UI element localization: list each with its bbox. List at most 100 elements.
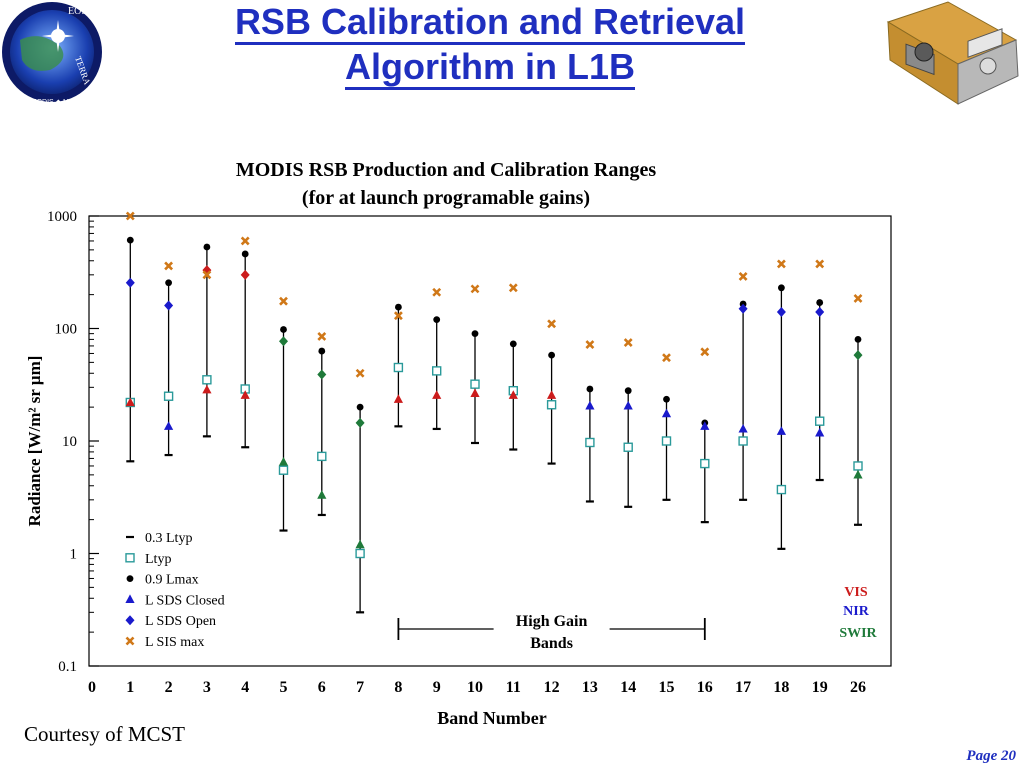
data-point <box>470 284 480 294</box>
data-point <box>240 269 250 280</box>
data-point <box>318 347 326 355</box>
chart-subtitle: (for at launch programable gains) <box>302 187 590 209</box>
x-marker-stroke <box>700 347 710 357</box>
legend-marker <box>126 575 134 582</box>
data-point <box>163 391 174 401</box>
data-point <box>776 307 786 318</box>
legend-item: L SIS max <box>125 635 204 650</box>
data-point <box>317 451 327 462</box>
data-point <box>776 426 786 435</box>
data-point <box>738 272 748 281</box>
data-point <box>854 336 862 343</box>
logo-text-eos: EOS <box>68 6 87 17</box>
data-point <box>471 330 479 338</box>
data-point <box>165 279 173 287</box>
x-axis-ticks: 0 1 2 3 4 5 6 7 8 9 10 11 12 13 14 15 16 17 18 19 26 <box>88 679 866 696</box>
x-marker-stroke <box>393 311 403 321</box>
legend-label: L SDS Closed <box>145 593 225 608</box>
data-point <box>279 336 288 347</box>
data-point <box>815 416 825 426</box>
x-tick-label: 19 <box>812 679 828 696</box>
data-point <box>355 417 365 428</box>
data-point <box>202 270 212 280</box>
data-point <box>547 319 557 329</box>
x-marker-stroke <box>662 353 671 363</box>
y-tick-label: 1 <box>70 547 78 563</box>
x-marker-stroke <box>776 259 786 269</box>
series-l-sis-max <box>125 211 863 378</box>
data-point <box>164 421 174 430</box>
data-point <box>355 368 365 378</box>
data-point <box>395 303 402 311</box>
series-ltyp <box>125 362 863 559</box>
x-axis-label: Band Number <box>437 708 547 728</box>
x-marker-stroke <box>202 270 212 280</box>
data-point <box>815 259 825 269</box>
data-point <box>738 303 748 314</box>
data-point <box>317 490 327 499</box>
radiance-chart: MODIS RSB Production and Calibration Ran… <box>25 159 892 728</box>
data-point <box>509 340 517 348</box>
x-marker-stroke <box>470 284 480 294</box>
x-tick-label: 9 <box>433 679 441 696</box>
x-tick-label: 11 <box>506 679 521 696</box>
high-gain-bands-annotation: High Gain Bands <box>397 613 706 652</box>
data-point <box>432 287 442 297</box>
x-tick-label: 16 <box>697 679 713 696</box>
legend-item: 0.9 Lmax <box>126 573 199 588</box>
legend-label: Ltyp <box>145 552 171 567</box>
x-marker-stroke <box>853 294 863 303</box>
data-point <box>586 385 594 393</box>
slide-title-line1: RSB Calibration and Retrieval <box>234 2 746 45</box>
data-point <box>202 384 212 394</box>
range-lines <box>129 240 859 613</box>
data-point <box>279 296 288 306</box>
y-tick-label: 10 <box>62 434 77 450</box>
legend-item: L SDS Open <box>125 614 216 629</box>
x-tick-label: 3 <box>203 679 211 696</box>
data-point <box>164 300 174 311</box>
legend-label: L SDS Open <box>145 614 216 629</box>
x-tick-label: 17 <box>735 679 751 696</box>
series-l-sds-closed <box>125 384 863 549</box>
data-point <box>623 442 633 452</box>
x-marker-stroke <box>164 261 174 271</box>
data-point <box>240 236 250 246</box>
data-point <box>432 366 442 376</box>
series-0-9-lmax <box>126 236 862 427</box>
x-marker-stroke <box>125 636 135 646</box>
x-tick-label: 14 <box>620 679 636 696</box>
data-point <box>393 311 403 321</box>
data-point <box>241 250 249 258</box>
data-point <box>433 316 441 323</box>
x-tick-label: 4 <box>241 679 249 696</box>
data-point <box>816 299 824 306</box>
high-gain-label-line2: Bands <box>530 635 573 652</box>
data-point <box>547 390 557 399</box>
y-axis-ticks: 0.1 1 10 100 1000 <box>47 209 99 675</box>
data-point <box>661 408 672 418</box>
x-tick-label: 8 <box>394 679 402 696</box>
data-point <box>125 211 135 221</box>
x-tick-label: 7 <box>356 679 364 696</box>
x-marker-stroke <box>508 283 518 293</box>
data-point <box>508 283 518 293</box>
courtesy-note: Courtesy of MCST <box>24 722 186 746</box>
data-point <box>278 465 289 475</box>
data-point <box>661 436 672 446</box>
x-tick-label: 1 <box>126 679 134 696</box>
data-point <box>853 294 863 303</box>
data-point <box>738 436 748 446</box>
high-gain-label-line1: High Gain <box>516 613 588 630</box>
x-tick-label: 13 <box>582 679 598 696</box>
key-swir: SWIR <box>839 626 877 641</box>
chart-legend: 0.3 Ltyp Ltyp 0.9 Lmax L SDS Closed L SDS Op… <box>125 531 225 650</box>
x-marker-stroke <box>547 319 557 329</box>
x-tick-label: 0 <box>88 679 96 696</box>
data-point <box>202 375 212 385</box>
data-point <box>432 390 442 399</box>
data-point <box>393 394 403 403</box>
data-point <box>548 351 555 359</box>
x-tick-label: 2 <box>165 679 173 696</box>
slide-title: RSB Calibration and Retrieval Algorithm … <box>140 0 840 90</box>
